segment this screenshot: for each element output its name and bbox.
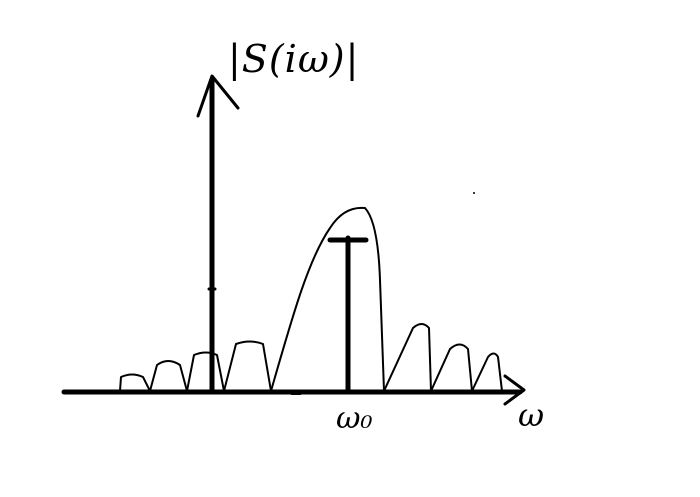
y-axis-label: |S(iω)| (228, 37, 359, 81)
side-lobe-7 (471, 352, 503, 392)
side-lobe-5 (383, 323, 432, 392)
omega0-label: ω₀ (336, 401, 373, 436)
x-axis-arrowhead (503, 374, 526, 406)
side-lobe-2 (149, 360, 188, 392)
y-axis-arrowhead (196, 74, 240, 118)
side-lobe-3 (186, 351, 225, 392)
side-lobe-1 (119, 373, 151, 392)
side-lobe-4 (223, 340, 272, 392)
x-axis-label: ω (518, 396, 544, 434)
side-lobe-6 (430, 343, 473, 392)
speck-dot (473, 192, 475, 194)
main-lobe (270, 206, 385, 392)
